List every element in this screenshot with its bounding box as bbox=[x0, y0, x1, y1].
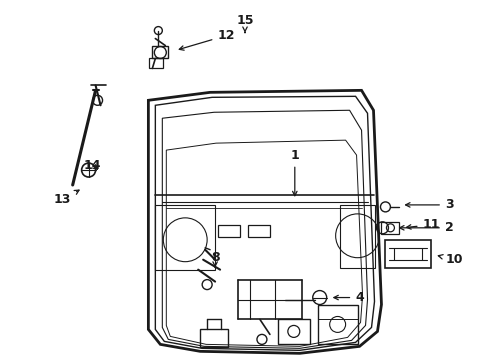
Bar bbox=[149, 58, 163, 68]
Text: 13: 13 bbox=[54, 190, 79, 206]
Text: 7: 7 bbox=[0, 359, 1, 360]
Bar bbox=[248, 225, 270, 237]
Text: 9: 9 bbox=[0, 359, 1, 360]
Text: 6: 6 bbox=[0, 359, 1, 360]
Text: 12: 12 bbox=[179, 29, 235, 50]
Bar bbox=[218, 225, 240, 237]
Text: 4: 4 bbox=[334, 291, 364, 304]
Text: 3: 3 bbox=[406, 198, 454, 211]
Text: 15: 15 bbox=[236, 14, 254, 33]
Text: 2: 2 bbox=[399, 221, 454, 234]
Text: 14: 14 bbox=[84, 158, 101, 172]
Text: 8: 8 bbox=[211, 251, 220, 267]
Text: 5: 5 bbox=[0, 359, 1, 360]
Text: 1: 1 bbox=[291, 149, 299, 196]
Text: 11: 11 bbox=[407, 218, 440, 231]
Text: 10: 10 bbox=[439, 253, 463, 266]
